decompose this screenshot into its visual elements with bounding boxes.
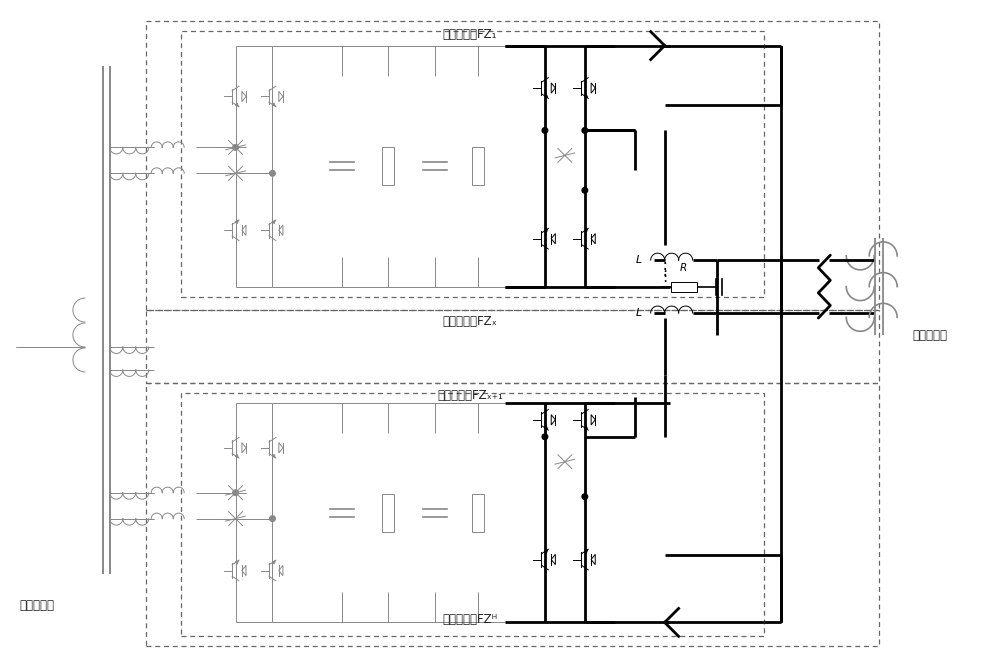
Circle shape — [542, 434, 548, 440]
Bar — [146, 383, 879, 646]
Circle shape — [542, 128, 548, 133]
Text: 背靠背阀组FZᴴ: 背靠背阀组FZᴴ — [443, 613, 498, 626]
Bar — [146, 21, 879, 310]
Bar — [382, 148, 394, 186]
Text: R: R — [680, 263, 687, 273]
Text: 输入变压器: 输入变压器 — [19, 599, 54, 612]
Text: 背靠背阀组FZ₁: 背靠背阀组FZ₁ — [443, 28, 497, 41]
Circle shape — [270, 516, 275, 521]
Text: L: L — [636, 308, 642, 318]
Bar — [472, 148, 484, 186]
Circle shape — [233, 144, 238, 150]
Text: L: L — [636, 255, 642, 265]
Circle shape — [233, 490, 238, 495]
Text: 背靠背阀组FZₓ₊₁: 背靠背阀组FZₓ₊₁ — [437, 389, 503, 402]
Bar — [472, 493, 484, 531]
Circle shape — [582, 494, 588, 499]
Bar — [382, 493, 394, 531]
Circle shape — [270, 170, 275, 176]
Bar — [181, 31, 764, 297]
Text: ⋮: ⋮ — [656, 259, 673, 277]
Text: 输出变压器: 输出变压器 — [912, 329, 947, 342]
Circle shape — [582, 188, 588, 193]
Text: 背靠背阀组FZₓ: 背靠背阀组FZₓ — [443, 315, 498, 328]
Bar — [671, 281, 697, 291]
Circle shape — [582, 128, 588, 133]
Bar — [181, 393, 764, 636]
Text: ⋮: ⋮ — [657, 269, 672, 284]
Bar — [146, 310, 879, 383]
